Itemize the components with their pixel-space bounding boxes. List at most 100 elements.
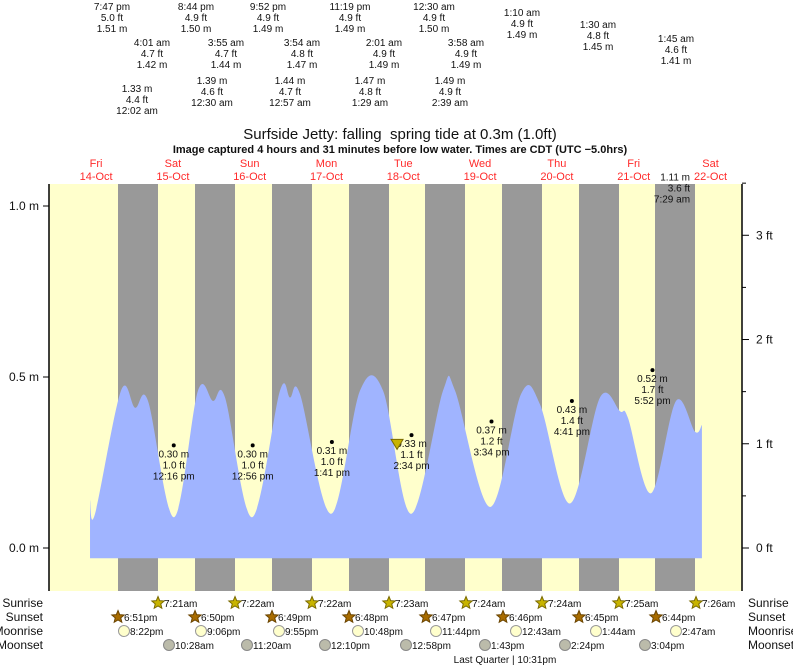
- offscale-label-line: 1.41 m: [661, 56, 692, 67]
- day-name: Thu: [547, 158, 566, 170]
- extreme-height-m: 0.43 m: [557, 405, 588, 416]
- day-name: Sat: [165, 158, 182, 170]
- sunrise-icon: [458, 595, 474, 610]
- sunrise-time: 7:21am: [164, 599, 197, 610]
- sunrise-icon: [688, 595, 704, 610]
- sunrise-row-label-right: Sunrise: [748, 596, 789, 610]
- moonrise-time: 11:44pm: [442, 627, 480, 638]
- offscale-label-line: 4.6 ft: [201, 87, 223, 98]
- offscale-label-line: 1.39 m: [197, 76, 228, 87]
- offscale-label-line: 5.0 ft: [101, 13, 123, 24]
- sunrise-icon: [227, 595, 243, 610]
- offscale-label-line: 9:52 pm: [250, 2, 286, 13]
- offscale-label-line: 1.42 m: [137, 60, 168, 71]
- offscale-label-line: 4.8 ft: [359, 87, 381, 98]
- right-tick-label: 1 ft: [756, 437, 773, 451]
- chart-title: Surfside Jetty: falling spring tide at 0…: [243, 126, 556, 143]
- moonrise-icon: [510, 625, 522, 637]
- offscale-label-line: 12:30 am: [191, 98, 233, 109]
- extreme-label: 0.31 m1.0 ft1:41 pm: [314, 439, 350, 479]
- offscale-label-line: 1.50 m: [181, 24, 212, 35]
- axes: 0.0 m 0.5 m 1.0 m 0 ft 1 ft 2 ft 3 ft: [9, 182, 773, 591]
- moonrise-time: 10:48pm: [364, 627, 403, 638]
- moonset-time: 3:04pm: [651, 641, 684, 652]
- extreme-dot: [250, 443, 255, 448]
- moonrise-time: 2:47am: [682, 627, 715, 638]
- offscale-label-line: 12:57 am: [269, 98, 311, 109]
- day-date: 16-Oct: [233, 171, 266, 183]
- offscale-label-line: 1.49 m: [451, 60, 482, 71]
- extreme-dot: [650, 368, 655, 373]
- sunset-icon: [264, 609, 280, 624]
- extreme-label: 0.43 m1.4 ft4:41 pm: [554, 398, 590, 438]
- day-name: Sun: [240, 158, 260, 170]
- moonset-icon: [163, 639, 175, 651]
- day-date: 20-Oct: [540, 171, 573, 183]
- offscale-label: 3:55 am4.7 ft1.44 m: [208, 38, 244, 71]
- moonset-icon: [559, 639, 571, 651]
- tide-curve: [90, 375, 702, 559]
- extreme-dot: [569, 398, 574, 403]
- day-name: Fri: [627, 158, 640, 170]
- extreme-height-m: 1.11 m: [660, 172, 690, 183]
- right-tick-label: 0 ft: [756, 541, 773, 555]
- offscale-label-line: 1:10 am: [504, 8, 540, 19]
- sunset-icon: [571, 609, 587, 624]
- extreme-label: 0.33 m1.1 ft2:34 pm: [393, 433, 430, 472]
- moonrise-icon: [352, 625, 364, 637]
- extreme-time: 7:29 am: [654, 194, 690, 205]
- sunset-icon: [648, 609, 664, 624]
- extreme-time: 4:41 pm: [554, 427, 590, 438]
- left-tick-label: 1.0 m: [9, 199, 39, 213]
- sunrise-icon: [381, 595, 397, 610]
- offscale-label-line: 2:39 am: [432, 98, 468, 109]
- offscale-label-line: 1:45 am: [658, 34, 694, 45]
- offscale-label-line: 1.49 m: [507, 30, 538, 41]
- moonrise-row-label-left: Moonrise: [0, 624, 43, 638]
- offscale-label-line: 1.49 m: [335, 24, 366, 35]
- moonset-time: 2:24pm: [571, 641, 604, 652]
- moonrise-icon: [273, 625, 285, 637]
- extreme-height-ft: 3.6 ft: [668, 183, 690, 194]
- right-tick-label: 3 ft: [756, 228, 773, 242]
- moonrise-icon: [430, 625, 442, 637]
- offscale-label-line: 4.7 ft: [215, 49, 237, 60]
- extreme-time: 5:52 pm: [634, 396, 670, 407]
- sunset-row-label-right: Sunset: [748, 610, 786, 624]
- sunrise-icon: [611, 595, 627, 610]
- offscale-label-line: 4.6 ft: [665, 45, 687, 56]
- offscale-label: 8:44 pm4.9 ft1.50 m: [178, 2, 214, 35]
- sunset-time: 6:49pm: [278, 613, 311, 624]
- moonset-time: 10:28am: [175, 641, 214, 652]
- day-name: Fri: [90, 158, 103, 170]
- offscale-label-line: 4.7 ft: [279, 87, 301, 98]
- sunset-time: 6:46pm: [509, 613, 542, 624]
- sunrise-icon: [534, 595, 550, 610]
- offscale-label: 1.47 m4.8 ft1:29 am: [352, 76, 388, 109]
- sunrise-time: 7:26am: [702, 599, 735, 610]
- moonset-time: 12:10pm: [331, 641, 370, 652]
- day-date: 14-Oct: [80, 171, 113, 183]
- offscale-label: 1:10 am4.9 ft1.49 m: [504, 8, 540, 41]
- offscale-label-line: 1.44 m: [211, 60, 242, 71]
- extreme-dot: [329, 439, 334, 444]
- offscale-label-line: 4.9 ft: [373, 49, 395, 60]
- sunset-icon: [341, 609, 357, 624]
- sunset-icon: [187, 609, 203, 624]
- offscale-label-line: 1.33 m: [122, 84, 153, 95]
- sunrise-time: 7:22am: [241, 599, 274, 610]
- sunrise-time: 7:23am: [395, 599, 428, 610]
- day-date: 21-Oct: [617, 171, 650, 183]
- moonrise-icon: [670, 625, 682, 637]
- day-date: 19-Oct: [464, 171, 497, 183]
- moonset-row-label-left: Moonset: [0, 638, 44, 652]
- offscale-label-line: 4.9 ft: [455, 49, 477, 60]
- moonset-time: 1:43pm: [491, 641, 524, 652]
- offscale-label: 2:01 am4.9 ft1.49 m: [366, 38, 402, 71]
- offscale-label-line: 4.8 ft: [291, 49, 313, 60]
- offscale-label-line: 2:01 am: [366, 38, 402, 49]
- extreme-dot: [489, 419, 494, 424]
- left-tick-label: 0.0 m: [9, 541, 39, 555]
- extreme-time: 12:16 pm: [153, 471, 195, 482]
- offscale-label-line: 4.9 ft: [339, 13, 361, 24]
